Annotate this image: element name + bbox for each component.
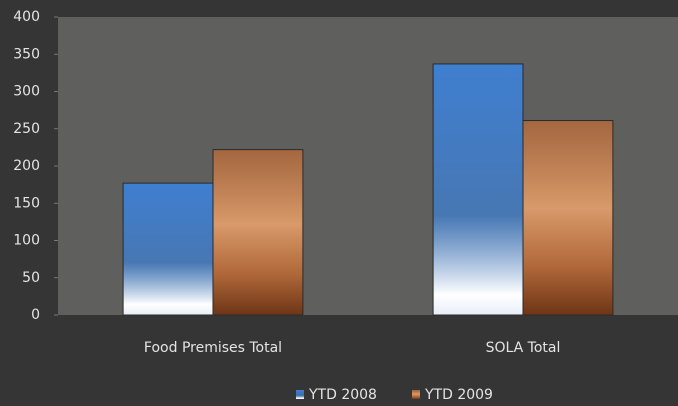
legend-swatch <box>412 390 420 399</box>
x-tick-label: SOLA Total <box>486 340 561 356</box>
y-tick-label: 0 <box>31 307 40 323</box>
y-tick-label: 50 <box>22 270 40 286</box>
legend-swatch <box>296 390 304 399</box>
y-tick-label: 400 <box>13 9 40 25</box>
y-tick-label: 250 <box>13 121 40 137</box>
legend-label: YTD 2008 <box>308 387 377 403</box>
y-tick-label: 200 <box>13 158 40 174</box>
bar <box>212 149 304 316</box>
bar <box>522 120 614 316</box>
bar <box>122 182 214 316</box>
x-tick-label: Food Premises Total <box>144 340 282 356</box>
y-tick-label: 350 <box>13 46 40 62</box>
legend-label: YTD 2009 <box>424 387 493 403</box>
bar <box>432 63 524 316</box>
y-tick-label: 100 <box>13 233 40 249</box>
y-tick-label: 300 <box>13 84 40 100</box>
y-tick-label: 150 <box>13 195 40 211</box>
